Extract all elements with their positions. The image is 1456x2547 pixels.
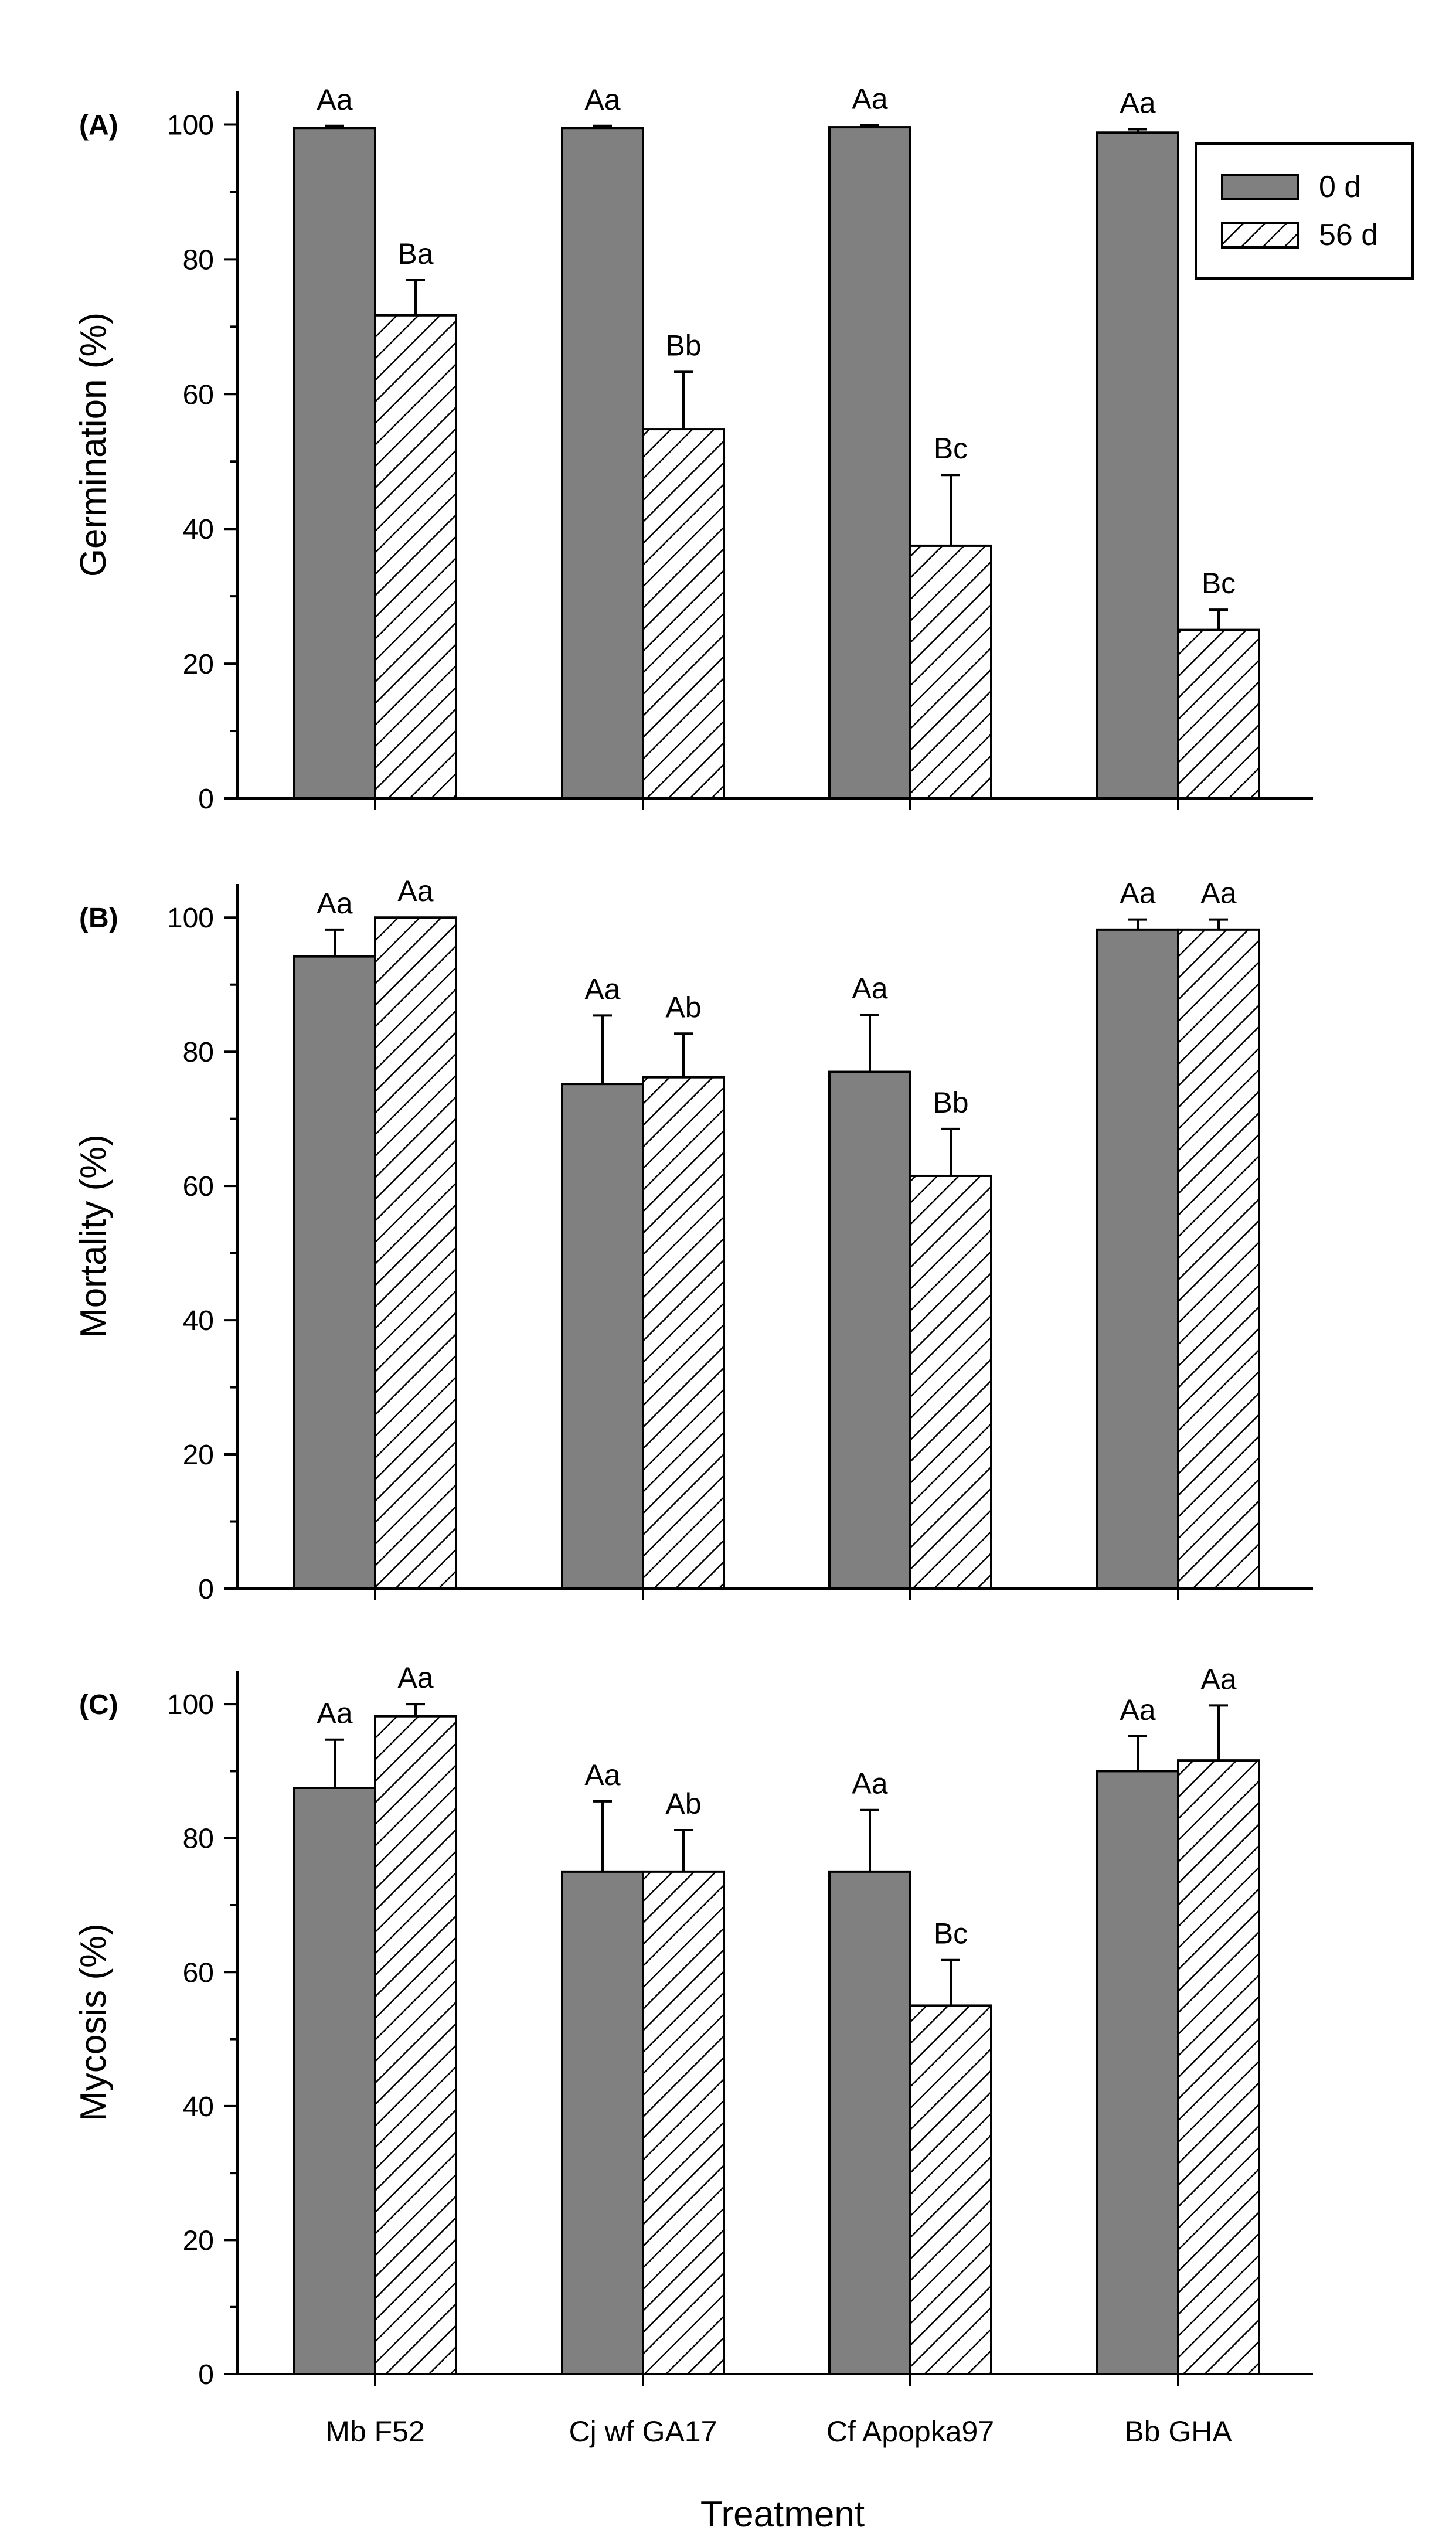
significance-label: Aa [852, 83, 887, 115]
bar-0d [828, 1070, 911, 1590]
y-tick-label: 100 [167, 1689, 214, 1720]
bar-56d [374, 1715, 457, 2376]
x-category-label: Bb GHA [1124, 2415, 1232, 2448]
x-axis-title: Treatment [700, 2494, 865, 2535]
chart-panel-2: 0 20 40 60 80 100 (B) Mortality (%) Aa Aa Aa Ab Aa Bb… [73, 875, 1313, 1605]
bar-0d [561, 1083, 644, 1590]
bar-0d [293, 1787, 376, 2375]
legend-label-56d: 56 d [1319, 218, 1378, 252]
y-tick-label: 0 [198, 1574, 214, 1605]
bar-0d [561, 127, 644, 800]
bar-56d [374, 916, 457, 1590]
bar-56d [374, 314, 457, 800]
significance-label: Bc [934, 432, 968, 465]
significance-label: Aa [397, 875, 433, 907]
bar-0d [293, 955, 376, 1590]
significance-label: Aa [317, 887, 352, 920]
bar-0d [828, 126, 911, 800]
legend-swatch-0d [1221, 174, 1299, 200]
bar-56d [1177, 1759, 1260, 2375]
significance-label: Aa [1200, 1662, 1236, 1695]
y-tick-label: 100 [167, 903, 214, 934]
significance-label: Ab [665, 991, 701, 1023]
significance-label: Aa [317, 1697, 352, 1730]
significance-label: Aa [852, 972, 887, 1005]
x-category-label: Cj wf GA17 [569, 2415, 717, 2448]
y-tick-label: 80 [183, 1824, 214, 1855]
y-tick-label: 0 [198, 784, 214, 815]
significance-label: Aa [317, 83, 352, 116]
y-tick-label: 20 [183, 649, 214, 680]
bar-0d [828, 1870, 911, 2376]
y-tick-label: 60 [183, 379, 214, 410]
y-tick-label: 40 [183, 2092, 214, 2123]
y-tick-label: 100 [167, 110, 214, 141]
panel-label: (B) [79, 903, 118, 934]
bar-56d [909, 1174, 992, 1590]
bar-0d [1096, 131, 1179, 800]
legend-box [1195, 142, 1414, 280]
y-tick-label: 20 [183, 1440, 214, 1471]
bar-0d [293, 127, 376, 800]
significance-label: Aa [397, 1661, 433, 1694]
y-axis-title: Germination (%) [73, 312, 114, 577]
bar-56d [1177, 628, 1260, 800]
significance-label: Aa [1120, 877, 1155, 910]
legend-label-0d: 0 d [1319, 170, 1361, 204]
y-tick-label: 80 [183, 244, 214, 276]
bar-0d [1096, 928, 1179, 1590]
chart-panel-3: 0 20 40 60 80 100 (C) Mycosis (%) Aa Aa Aa Ab Aa Bc Aa… [73, 1661, 1313, 2448]
x-category-label: Mb F52 [325, 2415, 425, 2448]
significance-label: Aa [584, 1759, 620, 1791]
legend-swatch-56d [1221, 222, 1299, 249]
panel-label: (A) [79, 110, 118, 141]
bar-56d [1177, 928, 1260, 1590]
y-tick-label: 60 [183, 1171, 214, 1202]
bar-0d [561, 1870, 644, 2376]
y-tick-label: 80 [183, 1037, 214, 1068]
y-axis-title: Mortality (%) [73, 1134, 114, 1338]
bar-56d [642, 1870, 725, 2376]
y-tick-label: 20 [183, 2225, 214, 2256]
significance-label: Aa [584, 972, 620, 1005]
y-tick-label: 40 [183, 514, 214, 545]
y-tick-label: 0 [198, 2359, 214, 2390]
bar-56d [909, 544, 992, 800]
significance-label: Bb [665, 329, 701, 362]
significance-label: Bc [934, 1917, 968, 1950]
significance-label: Aa [584, 83, 620, 116]
chart-panel-1: 0 20 40 60 80 100 (A) Germination (%) Aa Ba Aa Bb Aa… [73, 83, 1414, 815]
significance-label: Ab [665, 1787, 701, 1820]
significance-label: Bc [1202, 567, 1236, 600]
significance-label: Bb [933, 1086, 968, 1119]
significance-label: Aa [1200, 877, 1236, 910]
significance-label: Aa [852, 1767, 887, 1800]
significance-label: Ba [397, 237, 433, 270]
legend: 0 d 56 d [1195, 142, 1414, 280]
y-tick-label: 40 [183, 1305, 214, 1337]
y-tick-label: 60 [183, 1957, 214, 1988]
y-axis-title: Mycosis (%) [73, 1923, 114, 2121]
x-category-label: Cf Apopka97 [826, 2415, 994, 2448]
bar-56d [642, 1076, 725, 1590]
panel-label: (C) [79, 1689, 118, 1720]
bar-56d [642, 428, 725, 800]
bar-0d [1096, 1770, 1179, 2375]
bar-56d [909, 2004, 992, 2375]
significance-label: Aa [1120, 1694, 1155, 1726]
significance-label: Aa [1120, 87, 1155, 120]
